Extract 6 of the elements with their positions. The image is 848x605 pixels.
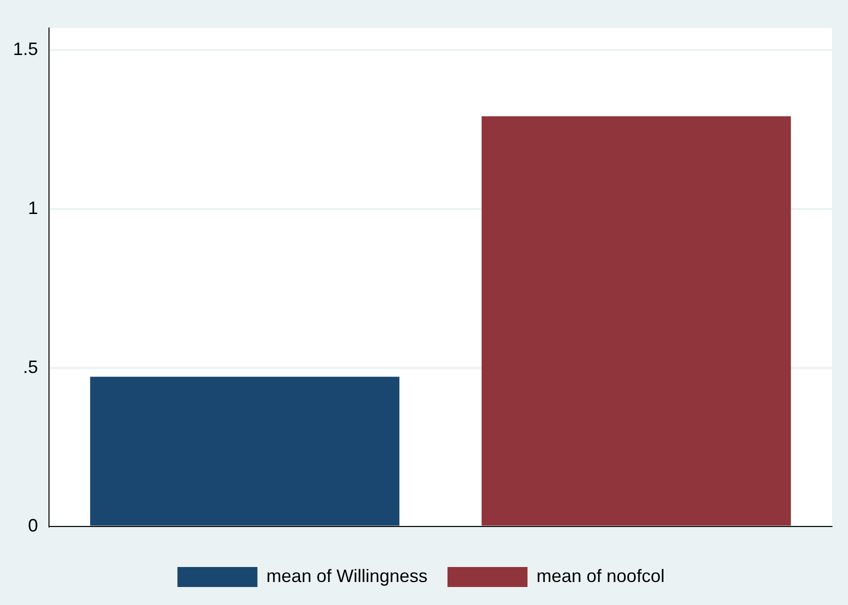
legend-label: mean of Willingness — [266, 566, 428, 586]
y-tick-label: .5 — [23, 356, 38, 377]
y-tick-label: 1 — [28, 198, 38, 218]
y-tick-label: 0 — [28, 516, 38, 536]
legend-label: mean of noofcol — [536, 566, 665, 586]
y-tick-label: 1.5 — [12, 39, 38, 60]
